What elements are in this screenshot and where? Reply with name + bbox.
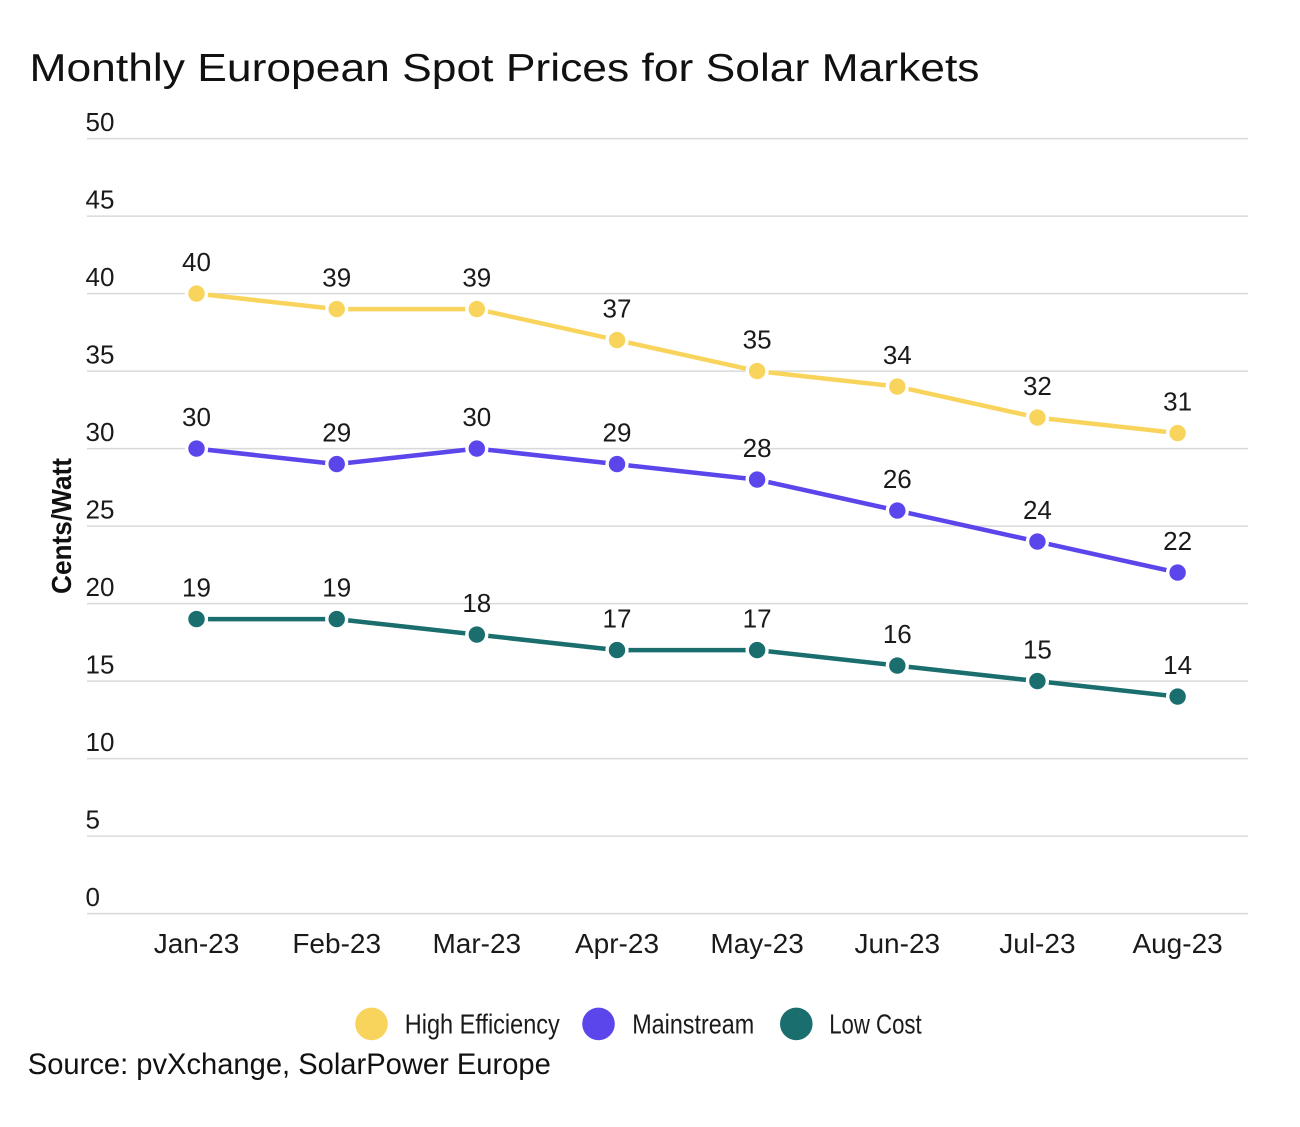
svg-text:14: 14 bbox=[1163, 650, 1192, 680]
svg-text:35: 35 bbox=[86, 340, 115, 370]
svg-text:30: 30 bbox=[462, 402, 491, 432]
svg-text:Low Cost: Low Cost bbox=[829, 1008, 922, 1039]
svg-text:Source: pvXchange, SolarPower: Source: pvXchange, SolarPower Europe bbox=[28, 1048, 551, 1081]
svg-text:32: 32 bbox=[1023, 371, 1052, 401]
svg-text:Apr-23: Apr-23 bbox=[575, 928, 659, 959]
svg-text:0: 0 bbox=[86, 882, 100, 912]
svg-text:17: 17 bbox=[603, 604, 632, 634]
svg-text:20: 20 bbox=[86, 572, 115, 602]
svg-text:39: 39 bbox=[322, 263, 351, 293]
svg-text:May-23: May-23 bbox=[710, 928, 803, 959]
svg-text:Jun-23: Jun-23 bbox=[854, 928, 940, 959]
svg-text:28: 28 bbox=[743, 433, 772, 463]
svg-text:High Efficiency: High Efficiency bbox=[405, 1008, 560, 1039]
svg-text:19: 19 bbox=[322, 573, 351, 603]
svg-text:39: 39 bbox=[462, 263, 491, 293]
svg-text:29: 29 bbox=[603, 418, 632, 448]
svg-text:40: 40 bbox=[86, 262, 115, 292]
svg-text:Aug-23: Aug-23 bbox=[1132, 928, 1222, 959]
svg-text:17: 17 bbox=[743, 604, 772, 634]
svg-text:45: 45 bbox=[86, 185, 115, 215]
svg-text:15: 15 bbox=[86, 650, 115, 680]
svg-text:15: 15 bbox=[1023, 635, 1052, 665]
svg-text:Cents/Watt: Cents/Watt bbox=[46, 458, 77, 594]
svg-text:30: 30 bbox=[182, 402, 211, 432]
svg-text:25: 25 bbox=[86, 495, 115, 525]
svg-text:Mar-23: Mar-23 bbox=[432, 928, 521, 959]
svg-text:Monthly European Spot Prices f: Monthly European Spot Prices for Solar M… bbox=[30, 47, 980, 90]
svg-text:26: 26 bbox=[883, 464, 912, 494]
svg-text:Mainstream: Mainstream bbox=[632, 1008, 754, 1039]
svg-text:10: 10 bbox=[86, 727, 115, 757]
svg-text:30: 30 bbox=[86, 417, 115, 447]
svg-text:Feb-23: Feb-23 bbox=[292, 928, 381, 959]
svg-text:37: 37 bbox=[603, 294, 632, 324]
svg-text:40: 40 bbox=[182, 247, 211, 277]
svg-text:18: 18 bbox=[462, 588, 491, 618]
svg-text:19: 19 bbox=[182, 573, 211, 603]
svg-text:22: 22 bbox=[1163, 526, 1192, 556]
svg-text:Jul-23: Jul-23 bbox=[999, 928, 1075, 959]
svg-text:Jan-23: Jan-23 bbox=[154, 928, 240, 959]
svg-text:31: 31 bbox=[1163, 387, 1192, 417]
svg-text:5: 5 bbox=[86, 805, 100, 835]
svg-text:35: 35 bbox=[743, 325, 772, 355]
svg-text:24: 24 bbox=[1023, 495, 1052, 525]
svg-text:34: 34 bbox=[883, 340, 912, 370]
svg-text:50: 50 bbox=[86, 107, 115, 137]
svg-text:16: 16 bbox=[883, 619, 912, 649]
svg-text:29: 29 bbox=[322, 418, 351, 448]
